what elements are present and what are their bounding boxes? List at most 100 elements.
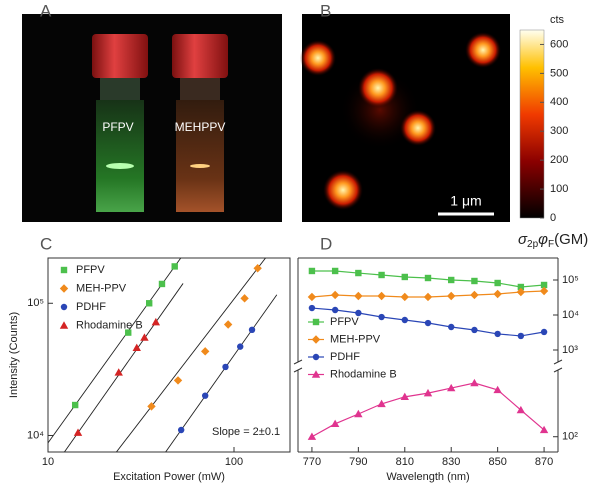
point	[308, 304, 316, 312]
point	[132, 343, 141, 352]
panel-label: A	[40, 1, 52, 20]
point	[177, 426, 185, 434]
point	[401, 273, 408, 281]
scale-bar-label: 1 μm	[450, 193, 481, 209]
point	[73, 428, 83, 436]
point	[423, 292, 433, 302]
point	[71, 401, 79, 409]
point	[114, 368, 123, 376]
legend-marker	[311, 370, 321, 378]
legend-label: PFPV	[76, 264, 105, 276]
point	[493, 289, 502, 299]
x-tick-label: 810	[396, 456, 414, 468]
legend-marker	[311, 335, 321, 344]
legend-label: MEH-PPV	[330, 333, 381, 345]
point	[330, 290, 340, 300]
legend-label: Rhodamine B	[330, 368, 397, 380]
legend-marker	[60, 303, 68, 311]
legend-label: PFPV	[330, 316, 359, 328]
point	[146, 300, 153, 307]
x-tick-label: 10	[42, 456, 54, 468]
point	[540, 281, 548, 289]
break-mark	[553, 367, 563, 373]
x-tick-label: 770	[303, 456, 321, 468]
colorbar-tick-label: 0	[550, 212, 556, 224]
legend-marker	[59, 321, 69, 329]
plot-frame	[47, 257, 291, 453]
y2-axis-label-part: φ	[538, 231, 548, 248]
colorbar-title: cts	[550, 14, 565, 26]
point	[400, 292, 409, 302]
point	[147, 402, 156, 411]
fit-line	[48, 258, 182, 444]
fit-line	[115, 258, 267, 452]
x-tick-label: 100	[225, 456, 243, 468]
point	[377, 291, 386, 301]
legend-marker	[59, 284, 69, 293]
y2-axis-label-part: σ	[518, 231, 528, 248]
photo-a	[22, 14, 282, 222]
point	[308, 267, 316, 275]
point	[240, 294, 249, 303]
colorbar-tick-label: 300	[550, 125, 568, 137]
y2-axis-label-part: (GM)	[554, 231, 588, 248]
point	[517, 283, 525, 291]
point	[331, 267, 339, 275]
point	[493, 385, 502, 394]
legend-label: PDHF	[76, 301, 106, 313]
point	[355, 309, 362, 317]
panel-label: D	[320, 234, 332, 253]
point	[471, 277, 478, 285]
point	[470, 290, 479, 300]
y-tick-label: 10⁵	[27, 297, 44, 309]
point	[447, 383, 456, 392]
vial-label: MEHPPV	[175, 120, 226, 134]
point	[248, 326, 256, 334]
point	[400, 392, 409, 401]
y2-axis-label: σ2pφF(GM)	[518, 231, 588, 250]
legend-label: Rhodamine B	[76, 319, 143, 331]
colorbar-tick-label: 400	[550, 96, 568, 108]
point	[517, 332, 525, 340]
point	[354, 291, 363, 301]
point	[158, 280, 166, 288]
point	[471, 326, 478, 334]
point	[539, 286, 549, 296]
point	[125, 329, 132, 336]
colorbar-tick-label: 500	[550, 67, 568, 79]
point	[378, 313, 385, 321]
legend-marker	[312, 318, 320, 326]
x-tick-label: 790	[349, 456, 367, 468]
y2-tick-label: 10⁴	[562, 309, 579, 321]
colorbar-tick-label: 100	[550, 183, 568, 195]
point	[378, 271, 385, 279]
legend-marker	[312, 353, 320, 361]
point	[401, 316, 408, 324]
y2-axis-label-part: F	[548, 239, 554, 250]
y2-tick-label: 10³	[562, 344, 578, 356]
point	[222, 363, 229, 371]
point	[377, 399, 386, 408]
y2-axis-label-part: 2p	[527, 239, 539, 250]
point	[423, 388, 433, 397]
point	[448, 276, 455, 284]
point	[307, 292, 317, 302]
y2-tick-label: 10⁵	[562, 274, 579, 286]
fit-line	[63, 283, 184, 452]
panel-label: B	[320, 1, 331, 20]
point	[354, 409, 363, 418]
y-tick-label: 10⁴	[27, 429, 44, 441]
point	[355, 269, 362, 277]
x-axis-label: Wavelength (nm)	[386, 471, 469, 483]
point	[494, 330, 501, 338]
image-b	[300, 14, 545, 222]
y-axis-label: Intensity (Counts)	[8, 312, 20, 398]
point	[540, 328, 548, 336]
point	[516, 405, 526, 414]
point	[494, 279, 501, 287]
legend-label: PDHF	[330, 351, 360, 363]
colorbar-tick-label: 600	[550, 38, 568, 50]
x-tick-label: 850	[488, 456, 506, 468]
point	[331, 306, 339, 314]
